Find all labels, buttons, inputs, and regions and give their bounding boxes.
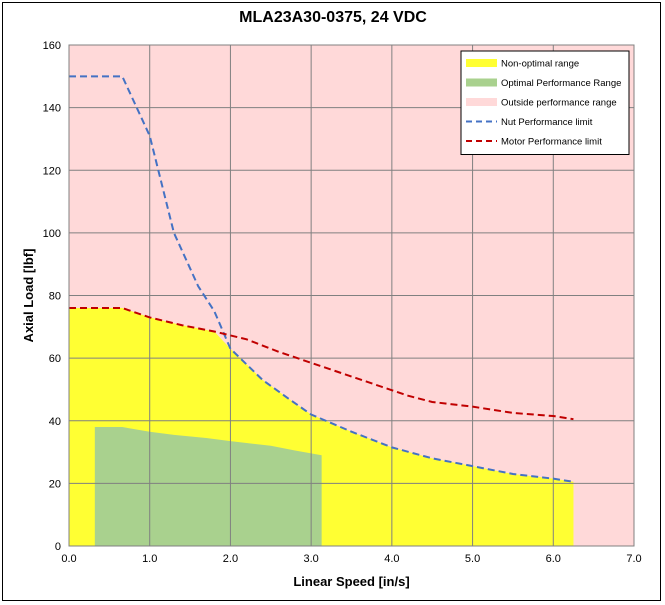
y-tick-label: 140 xyxy=(43,103,61,115)
legend: Non-optimal range Optimal Performance Ran… xyxy=(460,50,630,155)
x-tick-label: 2.0 xyxy=(223,553,238,565)
x-tick-label: 0.0 xyxy=(61,553,76,565)
x-tick-label: 6.0 xyxy=(546,553,561,565)
legend-label: Nut Performance limit xyxy=(501,117,593,128)
legend-label: Optimal Performance Range xyxy=(501,78,621,89)
legend-swatch xyxy=(466,78,497,87)
x-tick-label: 5.0 xyxy=(465,553,480,565)
x-tick-label: 1.0 xyxy=(142,553,157,565)
plot-border xyxy=(68,44,635,547)
x-tick-label: 7.0 xyxy=(626,553,641,565)
y-tick-label: 0 xyxy=(55,541,61,553)
y-tick-label: 100 xyxy=(43,228,61,240)
legend-swatch xyxy=(466,59,497,67)
legend-label: Outside performance range xyxy=(501,98,617,109)
x-tick-label: 4.0 xyxy=(384,553,399,565)
chart-title: MLA23A30-0375, 24 VDC xyxy=(239,9,427,26)
legend-swatch xyxy=(466,98,497,106)
x-axis-title: Linear Speed [in/s] xyxy=(293,574,409,589)
y-tick-label: 40 xyxy=(49,416,61,428)
axis-ticks: 0.0 1.0 2.0 3.0 4.0 5.0 6.0 7.0 0 20 40 60 80 100 120 1… xyxy=(43,40,642,565)
y-tick-label: 60 xyxy=(49,353,61,365)
y-tick-label: 80 xyxy=(49,291,61,303)
legend-label: Non-optimal range xyxy=(501,59,579,70)
chart: MLA23A30-0375, 24 VDC 0.0 1.0 2.0 3.0 4.0 5.0… xyxy=(21,9,642,589)
optimal-area xyxy=(94,427,322,546)
y-tick-label: 120 xyxy=(43,165,61,177)
y-tick-label: 20 xyxy=(49,478,61,490)
y-tick-label: 160 xyxy=(43,40,61,52)
legend-label: Motor Performance limit xyxy=(501,137,602,148)
motor-limit-line xyxy=(69,307,574,421)
x-tick-label: 3.0 xyxy=(303,553,318,565)
y-axis-title: Axial Load [lbf] xyxy=(21,249,36,343)
